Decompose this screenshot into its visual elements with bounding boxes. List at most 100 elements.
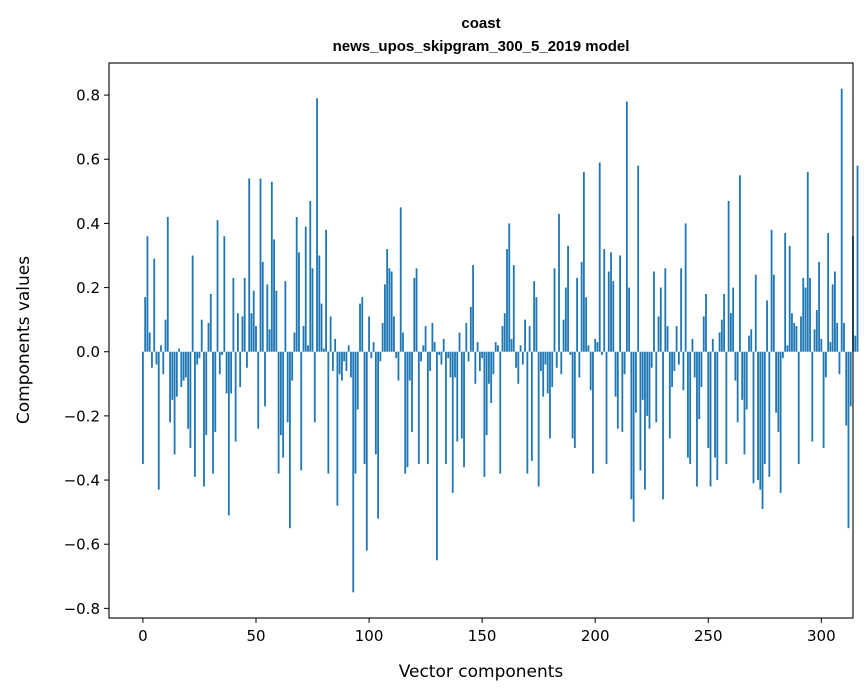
bar: [820, 338, 823, 352]
bar: [630, 351, 633, 500]
bar: [395, 351, 398, 359]
bar: [189, 351, 192, 448]
bar: [768, 351, 771, 477]
y-tick-label: 0.0: [76, 343, 100, 361]
bar: [264, 351, 266, 407]
bar: [560, 351, 563, 375]
bar: [759, 351, 762, 490]
bar: [616, 351, 619, 429]
bar: [184, 351, 187, 378]
bar: [838, 351, 841, 375]
bar: [248, 178, 251, 352]
bar: [594, 338, 597, 352]
bar: [397, 351, 400, 381]
x-tick-label: 0: [138, 627, 148, 645]
bar: [442, 338, 445, 352]
bar: [503, 313, 506, 352]
bar: [363, 351, 366, 465]
bar: [187, 351, 190, 429]
bar: [402, 332, 404, 352]
bar: [277, 351, 280, 474]
bar: [558, 213, 560, 352]
bar: [687, 351, 689, 458]
bar: [345, 351, 348, 371]
bar: [781, 351, 784, 359]
plot-frame: [108, 62, 854, 619]
bar: [300, 351, 303, 471]
y-tick-label: 0.4: [76, 215, 100, 233]
bar: [415, 268, 418, 352]
bar: [637, 165, 640, 352]
bar: [268, 329, 271, 352]
x-tick-label: 100: [355, 627, 384, 645]
bar: [793, 322, 796, 352]
y-tick-label: −0.8: [64, 600, 100, 618]
bar: [761, 351, 764, 509]
bar: [356, 351, 359, 410]
bar: [191, 255, 194, 352]
bar: [854, 335, 857, 352]
bar: [693, 351, 696, 378]
bar: [182, 351, 185, 381]
bar: [334, 338, 337, 352]
bar: [834, 271, 836, 352]
bar: [625, 101, 628, 352]
bar: [270, 181, 273, 352]
bar: [754, 274, 757, 352]
bar: [383, 284, 386, 352]
bar: [684, 223, 687, 352]
bar: [239, 351, 242, 388]
bar: [696, 351, 698, 487]
y-axis-label: Components values: [14, 256, 34, 424]
bar: [146, 236, 149, 352]
bar: [770, 229, 773, 352]
bar: [404, 351, 407, 474]
bar: [802, 277, 805, 352]
bar: [286, 351, 289, 423]
bar: [250, 313, 253, 352]
bar: [612, 281, 615, 352]
bar: [727, 200, 730, 352]
bar: [374, 351, 377, 455]
bar: [259, 178, 262, 352]
bar: [533, 281, 536, 352]
bar: [408, 351, 411, 381]
bar: [671, 351, 673, 388]
bar: [485, 351, 488, 436]
bar: [456, 351, 459, 442]
bar: [388, 268, 391, 352]
chart-title: coast: [461, 15, 500, 32]
bar: [331, 351, 334, 371]
bar: [526, 351, 529, 474]
bar: [381, 322, 384, 352]
bar: [589, 351, 592, 391]
bar: [261, 261, 264, 352]
bar: [610, 252, 612, 352]
bar: [445, 351, 447, 465]
bar: [705, 293, 707, 352]
bar: [515, 351, 517, 368]
bar: [144, 297, 147, 352]
bar: [734, 351, 737, 381]
bar: [659, 287, 662, 352]
bar: [279, 351, 282, 436]
bars-group: [142, 88, 859, 593]
bar: [564, 287, 567, 352]
bar: [607, 271, 610, 352]
bar: [142, 351, 144, 465]
bar: [750, 329, 753, 352]
bar: [528, 326, 531, 352]
bar: [237, 313, 239, 352]
bar: [576, 277, 579, 352]
bar: [707, 351, 710, 448]
bar: [347, 345, 350, 352]
bar: [440, 351, 443, 365]
y-axis-ticks: −0.8 −0.6 −0.4 −0.2 0.0 0.2 0.4 0.6 0.8: [64, 87, 109, 618]
bar: [399, 207, 402, 352]
bar: [578, 351, 581, 378]
bar: [614, 351, 617, 397]
bar: [632, 351, 635, 522]
bar: [390, 271, 393, 352]
bar: [273, 239, 275, 352]
bar: [813, 329, 816, 352]
